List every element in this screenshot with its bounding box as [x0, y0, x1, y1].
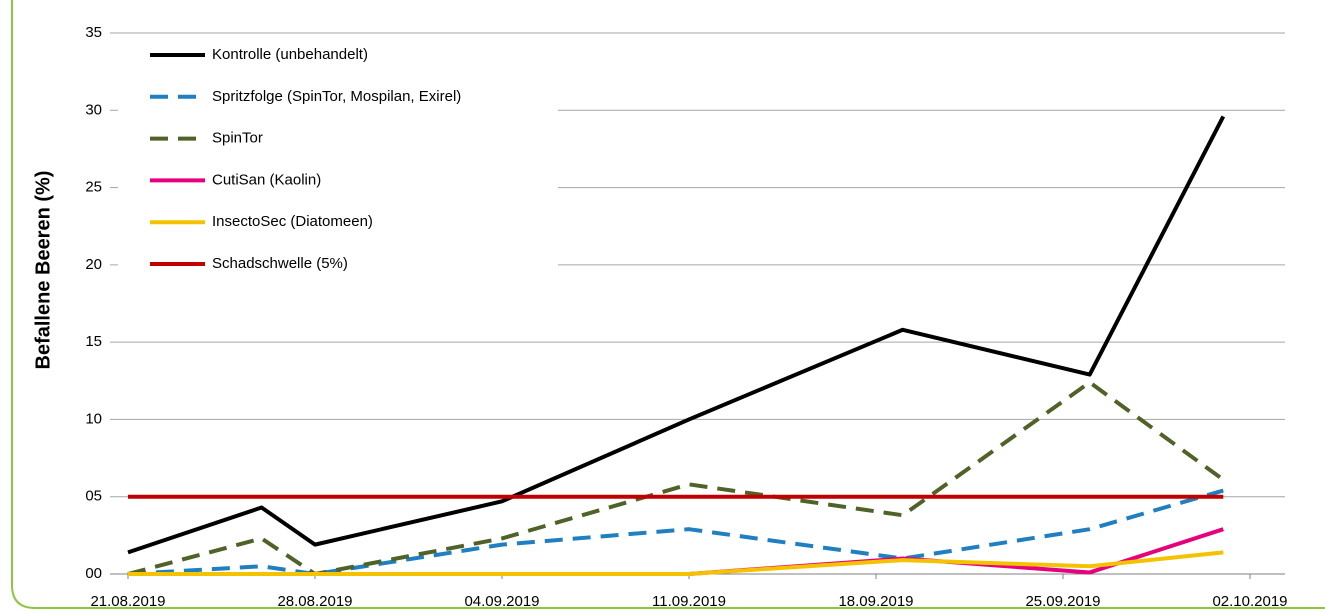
series-line [128, 550, 1224, 576]
y-tick-label: 15 [85, 333, 102, 350]
y-tick-label: 25 [85, 179, 102, 196]
legend-label: Schadschwelle (5%) [212, 255, 348, 272]
y-tick-label: 20 [85, 256, 102, 273]
series-line [127, 488, 1224, 576]
legend-label: Spritzfolge (SpinTor, Mospilan, Exirel) [212, 88, 461, 105]
frame [11, 0, 1325, 609]
legend-box [118, 36, 558, 286]
y-tick-label: 30 [85, 101, 102, 118]
x-tick-label: 18.09.2019 [838, 593, 913, 610]
legend-label: SpinTor [212, 130, 263, 147]
legend-label: InsectoSec (Diatomeen) [212, 213, 373, 230]
legend-label: Kontrolle (unbehandelt) [212, 46, 368, 63]
x-tick-label: 02.10.2019 [1212, 593, 1287, 610]
x-tick-label: 11.09.2019 [652, 593, 726, 610]
y-tick-label: 05 [85, 488, 102, 505]
x-tick-label: 25.09.2019 [1025, 593, 1100, 610]
series-line [127, 380, 1225, 576]
x-tick-label: 28.08.2019 [277, 593, 352, 610]
series-line [127, 115, 1226, 555]
y-tick-label: 10 [85, 410, 102, 427]
y-axis-label: Befallene Beeren (%) [32, 171, 54, 370]
x-tick-label: 21.08.2019 [90, 593, 165, 610]
y-tick-label: 00 [85, 565, 102, 582]
x-tick-label: 04.09.2019 [464, 593, 539, 610]
y-tick-label: 35 [85, 24, 102, 41]
legend-label: CutiSan (Kaolin) [212, 171, 321, 188]
